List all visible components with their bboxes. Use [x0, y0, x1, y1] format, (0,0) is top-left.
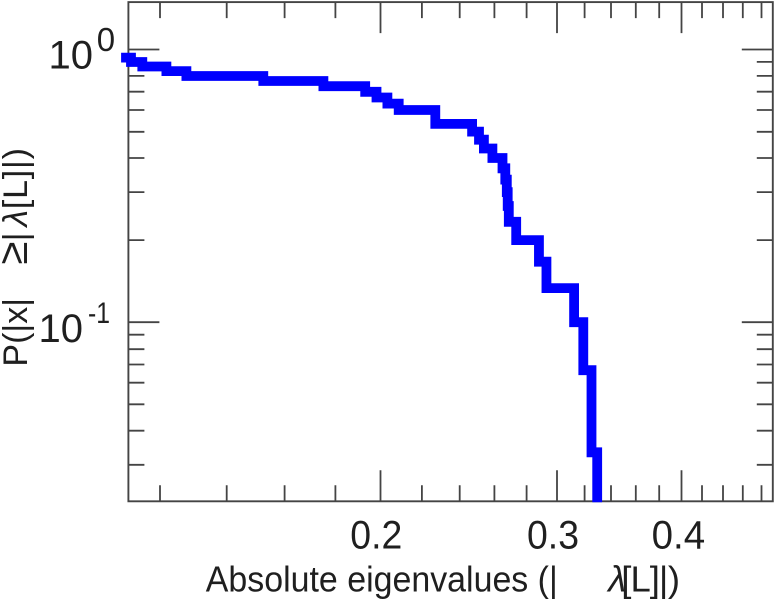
- svg-text:0.3: 0.3: [527, 513, 579, 557]
- svg-text:[L]|: [L]|: [621, 559, 667, 600]
- svg-text:10: 10: [49, 34, 94, 78]
- svg-text:P(|x|: P(|x|: [0, 298, 35, 367]
- svg-text:|: |: [0, 232, 35, 241]
- svg-text:λ[L]|): λ[L]|): [0, 148, 35, 229]
- svg-text:Absolute eigenvalues (|: Absolute eigenvalues (|: [206, 559, 558, 600]
- svg-text:): ): [668, 559, 680, 600]
- svg-text:0: 0: [97, 21, 115, 58]
- svg-text:≥: ≥: [0, 242, 36, 265]
- svg-text:0.4: 0.4: [652, 513, 706, 557]
- svg-text:λ: λ: [606, 559, 626, 600]
- svg-text:10: 10: [39, 307, 84, 351]
- svg-text:0.2: 0.2: [350, 513, 402, 557]
- svg-text:-1: -1: [88, 297, 110, 330]
